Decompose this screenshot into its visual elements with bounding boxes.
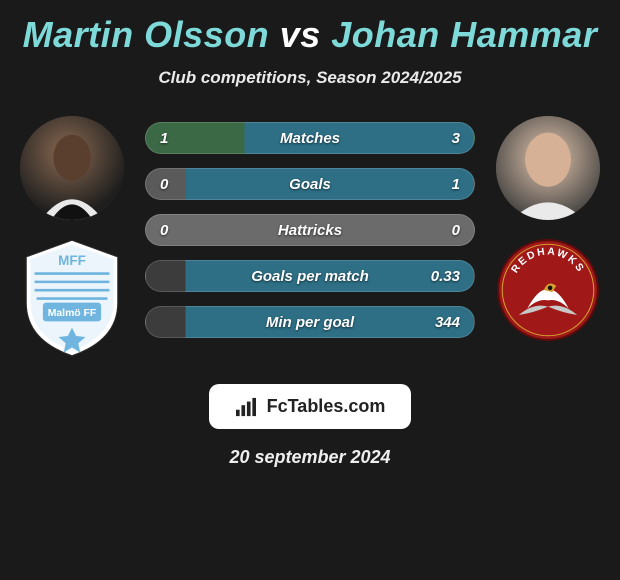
stat-row: 1Matches3 (145, 122, 475, 154)
comparison-card: Martin Olsson vs Johan Hammar Club compe… (0, 0, 620, 468)
brand-text: FcTables.com (267, 396, 386, 417)
player-photo-placeholder-icon (20, 116, 124, 220)
crest-text-mff: MFF (58, 253, 86, 268)
player-photo-placeholder-icon (496, 116, 600, 220)
redhawks-crest-icon: REDHAWKS (496, 238, 600, 342)
stat-row: 0Goals1 (145, 168, 475, 200)
stat-row: Goals per match0.33 (145, 260, 475, 292)
stat-value-left: 1 (160, 130, 200, 147)
left-side: MFF Malmö FF (17, 116, 127, 358)
stat-value-left: 0 (160, 176, 200, 193)
stats-column: 1Matches3 0Goals1 0Hattricks0 Goals per mat… (145, 116, 475, 338)
player2-avatar (496, 116, 600, 220)
stat-value-right: 0 (420, 222, 460, 239)
player1-name: Martin Olsson (23, 14, 270, 55)
bar-chart-icon (235, 397, 257, 417)
page-title: Martin Olsson vs Johan Hammar (8, 14, 612, 56)
footer: FcTables.com 20 september 2024 (8, 384, 612, 468)
stat-value-right: 3 (420, 130, 460, 147)
crest-text-malmo: Malmö FF (48, 308, 97, 319)
stat-value-right: 0.33 (420, 268, 460, 285)
malmo-ff-crest-icon: MFF Malmö FF (20, 238, 124, 358)
stat-row: Min per goal344 (145, 306, 475, 338)
comparison-layout: MFF Malmö FF 1Matches3 0Goals1 0Hattricks0… (8, 116, 612, 358)
subtitle: Club competitions, Season 2024/2025 (8, 68, 612, 88)
stat-value-right: 1 (420, 176, 460, 193)
stat-row: 0Hattricks0 (145, 214, 475, 246)
brand-badge: FcTables.com (209, 384, 412, 429)
player2-name: Johan Hammar (331, 14, 597, 55)
player2-club-crest: REDHAWKS (496, 238, 600, 342)
snapshot-date: 20 september 2024 (229, 447, 390, 468)
vs-separator: vs (280, 14, 321, 55)
player1-club-crest: MFF Malmö FF (20, 238, 124, 358)
right-side: REDHAWKS (493, 116, 603, 342)
player1-avatar (20, 116, 124, 220)
stat-value-right: 344 (420, 314, 460, 331)
stat-value-left: 0 (160, 222, 200, 239)
